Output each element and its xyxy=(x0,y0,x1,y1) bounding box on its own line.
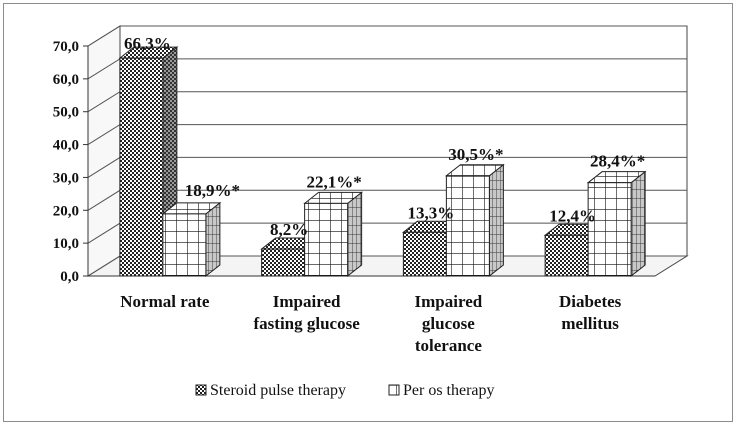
gridline xyxy=(87,25,687,47)
bar-front xyxy=(544,234,589,277)
bars xyxy=(118,46,647,278)
x-tick-label: Impaired glucose tolerance xyxy=(415,292,483,355)
bar xyxy=(586,170,647,278)
y-tick-label: 40,0 xyxy=(53,138,79,154)
bar-front xyxy=(261,248,306,277)
bar xyxy=(444,163,505,278)
bar-front xyxy=(402,231,447,277)
bar-front xyxy=(304,202,349,277)
y-tick-label: 50,0 xyxy=(53,105,79,121)
x-tick-label: Impaired fasting glucose xyxy=(254,292,361,333)
bar-front xyxy=(587,182,632,277)
y-tick-label: 0,0 xyxy=(60,269,79,285)
y-tick-label: 30,0 xyxy=(53,170,79,186)
data-label: 28,4%* xyxy=(590,152,645,171)
side-wall xyxy=(87,25,121,277)
x-tick-label: Diabetes mellitus xyxy=(559,292,622,333)
bar-front xyxy=(445,175,490,277)
x-tick-label: Normal rate xyxy=(120,292,210,311)
bar xyxy=(161,201,222,278)
legend-swatch xyxy=(195,384,207,396)
data-label: 13,3% xyxy=(408,203,455,222)
legend: Steroid pulse therapy Per os therapy xyxy=(195,382,495,399)
bar-side xyxy=(205,201,221,278)
y-tick-label: 60,0 xyxy=(53,72,79,88)
y-tick-label: 20,0 xyxy=(53,203,79,219)
bar-side xyxy=(630,170,646,278)
legend-label: Per os therapy xyxy=(403,382,495,399)
data-label: 66,3% xyxy=(124,34,171,53)
legend-item: Steroid pulse therapy xyxy=(195,382,346,399)
data-label: 8,2% xyxy=(270,220,308,239)
bar-side xyxy=(488,163,504,278)
data-labels: 66,3% 18,9%* 8,2% 22,1%* 13,3% 30,5%* 12,4% 28,… xyxy=(124,34,645,239)
y-axis-ticks: 0,0 10,0 20,0 30,0 40,0 50,0 60,0 70,0 xyxy=(53,39,88,285)
y-tick-label: 70,0 xyxy=(53,39,79,55)
data-label: 18,9%* xyxy=(185,181,240,200)
data-label: 12,4% xyxy=(549,206,596,225)
bar-front xyxy=(162,213,207,277)
legend-label: Steroid pulse therapy xyxy=(210,382,346,399)
legend-swatch xyxy=(388,384,400,396)
data-label: 22,1%* xyxy=(307,172,362,191)
legend-item: Per os therapy xyxy=(388,382,495,399)
y-tick-label: 10,0 xyxy=(53,236,79,252)
bar-side xyxy=(347,191,363,278)
bar-front xyxy=(119,57,164,277)
bar xyxy=(303,191,364,278)
data-label: 30,5%* xyxy=(448,145,503,164)
